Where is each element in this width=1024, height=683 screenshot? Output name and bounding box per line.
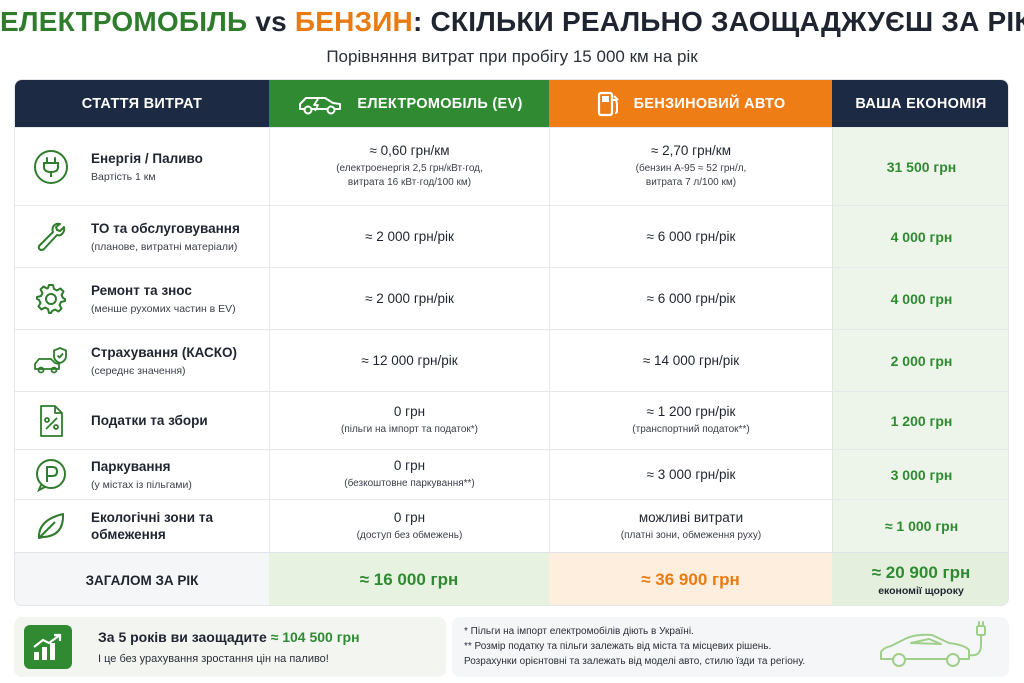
total-gas-value: ≈ 36 900 грн [549, 553, 832, 605]
ev-note: (електроенергія 2,5 грн/кВт·год, витрата… [336, 163, 483, 188]
header-cost-item: СТАТТЯ ВИТРАТ [15, 80, 269, 127]
header-cost-item-label: СТАТТЯ ВИТРАТ [81, 95, 203, 112]
row-name: Страхування (КАСКО) [91, 345, 237, 360]
header-savings: ВАША ЕКОНОМІЯ [832, 80, 1008, 127]
total-row: ЗАГАЛОМ ЗА РІК ≈ 16 000 грн ≈ 36 900 грн… [15, 552, 1008, 605]
header-ev: ЕЛЕКТРОМОБІЛЬ (EV) [269, 80, 549, 127]
total-saving-value: ≈ 20 900 грн [871, 563, 971, 582]
gas-note: (транспортний податок**) [632, 424, 750, 435]
title-vs: vs [247, 6, 295, 37]
row-name: Податки та збори [91, 413, 208, 428]
five-year-note: І це без урахування зростання цін на пал… [98, 653, 329, 665]
row-name: ТО та обслуговування [91, 221, 240, 236]
table-row: Страхування (КАСКО) (середнє значення) ≈… [15, 329, 1008, 391]
car-shield-icon [34, 346, 67, 373]
row-name: Паркування [91, 459, 171, 474]
growth-chart-icon [24, 625, 72, 669]
ev-note: (безкоштовне паркування**) [344, 478, 475, 489]
gas-value: ≈ 1 200 грн/рік [646, 404, 736, 419]
gas-note: (бензин А-95 ≈ 52 грн/л, витрата 7 л/100… [635, 163, 747, 188]
comparison-table: СТАТТЯ ВИТРАТ ЕЛЕКТРОМОБІЛЬ (EV) БЕНЗИНО… [14, 79, 1009, 606]
saving-value: 31 500 грн [886, 158, 957, 175]
leaf-icon [37, 513, 65, 539]
five-year-savings-text: За 5 років ви заощадите ≈ 104 500 грн [98, 629, 360, 645]
parking-icon [36, 458, 66, 492]
title-gas-word: БЕНЗИН [294, 6, 413, 37]
row-name: Екологічні зони та обмеження [91, 510, 213, 542]
total-ev-value: ≈ 16 000 грн [269, 553, 549, 605]
wrench-icon [37, 222, 66, 251]
title-ev-word: ЕЛЕКТРОМОБІЛЬ [0, 6, 248, 37]
ev-value: ≈ 12 000 грн/рік [361, 353, 458, 368]
ev-value: 0 грн [393, 404, 426, 419]
ev-note: (доступ без обмежень) [356, 529, 463, 541]
saving-value: 3 000 грн [890, 466, 953, 483]
gas-value: ≈ 2,70 грн/км [650, 143, 731, 158]
row-subtitle: (у містах із пільгами) [91, 479, 192, 491]
ev-value: ≈ 0,60 грн/км [369, 143, 450, 158]
percent-document-icon [40, 404, 63, 437]
row-subtitle: Вартість 1 км [91, 171, 156, 183]
table-row: ТО та обслуговування (планове, витратні … [15, 205, 1008, 267]
header-gasoline: БЕНЗИНОВИЙ АВТО [549, 80, 832, 127]
ev-value: ≈ 2 000 грн/рік [365, 229, 454, 244]
gas-note: (платні зони, обмеження руху) [620, 529, 762, 541]
saving-value: ≈ 1 000 грн [884, 518, 959, 534]
row-subtitle: (середнє значення) [91, 365, 186, 377]
table-row: Екологічні зони та обмеження 0 грн (дост… [15, 499, 1008, 552]
total-saving-note: економії щороку [878, 585, 964, 597]
saving-value: 4 000 грн [890, 290, 953, 307]
footnote: * Пільги на імпорт електромобілів діють … [464, 626, 694, 637]
gas-value: ≈ 6 000 грн/рік [646, 229, 736, 244]
total-label: ЗАГАЛОМ ЗА РІК [85, 572, 199, 588]
saving-value: 1 200 грн [890, 412, 953, 429]
table-row: Ремонт та знос (менше рухомих частин в E… [15, 267, 1008, 329]
header-savings-label: ВАША ЕКОНОМІЯ [855, 95, 987, 112]
footnote: Розрахунки орієнтовні та залежать від мо… [464, 656, 806, 667]
saving-value: 2 000 грн [890, 352, 953, 369]
ev-note: (пільги на імпорт та податок*) [340, 424, 479, 435]
gas-value: ≈ 14 000 грн/рік [642, 353, 740, 368]
footnotes-box: * Пільги на імпорт електромобілів діють … [452, 617, 1009, 677]
ev-charging-car-icon [880, 621, 986, 667]
page-title: ЕЛЕКТРОМОБІЛЬ vs БЕНЗИН: СКІЛЬКИ РЕАЛЬНО… [0, 6, 1024, 38]
ev-value: 0 грн [393, 458, 426, 473]
ev-value: 0 грн [393, 509, 426, 525]
header-gasoline-label: БЕНЗИНОВИЙ АВТО [633, 95, 786, 112]
gas-value: можливі витрати [638, 509, 744, 525]
total-saving: ≈ 20 900 грн економії щороку [832, 553, 1008, 605]
plug-icon [34, 149, 68, 184]
five-year-value: ≈ 104 500 грн [270, 629, 360, 645]
table-row: Паркування (у містах із пільгами) 0 грн … [15, 449, 1008, 499]
row-subtitle: (планове, витратні матеріали) [91, 241, 238, 253]
electric-car-icon [299, 96, 342, 114]
header-ev-label: ЕЛЕКТРОМОБІЛЬ (EV) [357, 95, 523, 112]
gas-value: ≈ 3 000 грн/рік [646, 467, 736, 482]
gas-value: ≈ 6 000 грн/рік [646, 291, 736, 306]
row-subtitle: (менше рухомих частин в EV) [91, 303, 236, 315]
footnote: ** Розмір податку та пільги залежать від… [464, 641, 772, 652]
row-name: Енергія / Паливо [91, 151, 203, 166]
row-name: Ремонт та знос [91, 283, 192, 298]
saving-value: 4 000 грн [890, 228, 953, 245]
five-year-prefix: За 5 років ви заощадите [98, 629, 271, 645]
gear-icon [36, 283, 66, 314]
table-row: Енергія / Паливо Вартість 1 км ≈ 0,60 гр… [15, 127, 1008, 205]
table-row: Податки та збори 0 грн (пільги на імпорт… [15, 391, 1008, 449]
ev-value: ≈ 2 000 грн/рік [365, 291, 454, 306]
five-year-savings-box: За 5 років ви заощадите ≈ 104 500 грн І … [14, 617, 446, 677]
page-subtitle: Порівняння витрат при пробігу 15 000 км … [326, 47, 698, 66]
title-rest: : СКІЛЬКИ РЕАЛЬНО ЗАОЩАДЖУЄШ ЗА РІК [412, 6, 1024, 37]
fuel-pump-icon [597, 91, 619, 116]
